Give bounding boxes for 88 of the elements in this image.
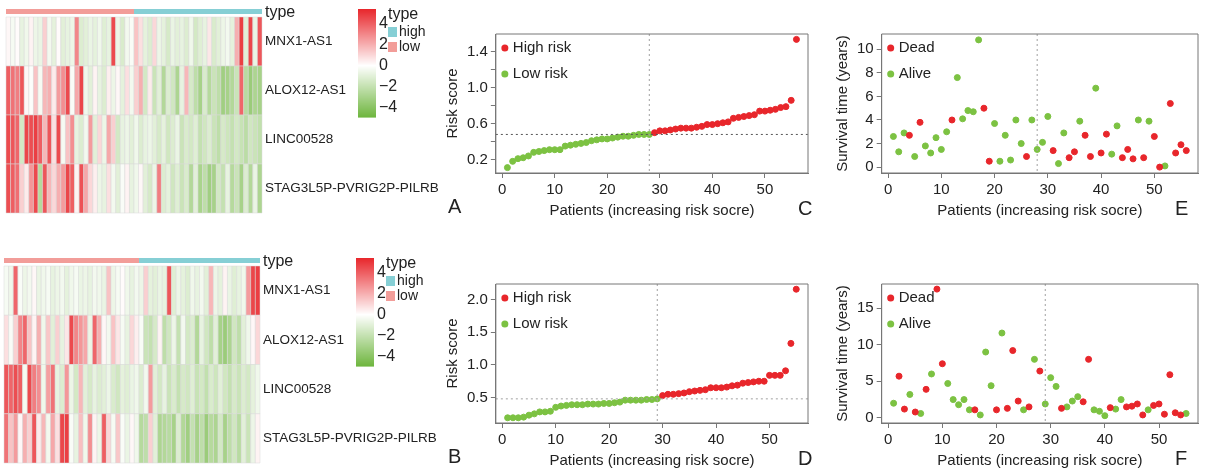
- x-tick-label: 30: [651, 180, 669, 198]
- y-tick-label: 2.0: [466, 289, 488, 307]
- legend-label: Dead: [898, 38, 935, 56]
- y-tick-label: 0.6: [466, 113, 488, 131]
- color-bar-label: −2: [377, 326, 396, 343]
- y-tick-label: 1.5: [466, 322, 488, 340]
- y-tick-label: MNX1-AS1: [265, 33, 333, 49]
- color-bar-label: 4: [377, 263, 386, 281]
- y-tick-label: 4: [865, 110, 874, 128]
- x-tick-label: 50: [756, 180, 774, 198]
- y-tick-label: ALOX12-AS1: [265, 82, 347, 98]
- y-tick-label: 10: [857, 39, 874, 57]
- color-bar-label: 4: [379, 14, 388, 32]
- legend-label: High risk: [512, 38, 572, 56]
- x-tick-label: 30: [1039, 180, 1057, 198]
- legend-label: Alive: [898, 64, 932, 82]
- y-tick-label: 10: [857, 334, 874, 352]
- y-tick-label: 1.4: [466, 42, 488, 60]
- x-tick-label: 20: [986, 180, 1003, 198]
- legend-label: Low risk: [512, 64, 569, 82]
- x-tick-label: 40: [1096, 430, 1114, 448]
- x-axis-title: Patients (increasing risk socre): [937, 451, 1143, 469]
- x-tick-label: 30: [654, 430, 671, 448]
- y-tick-label: 5: [865, 371, 874, 389]
- y-tick-label: 0: [865, 408, 874, 426]
- text: B: [448, 445, 462, 467]
- x-axis-title: Patients (increasing risk socre): [549, 451, 755, 469]
- x-tick-label: 10: [547, 430, 565, 448]
- legend-label: Alive: [898, 314, 932, 332]
- y-tick-label: 1.0: [466, 77, 488, 95]
- legend-label: High risk: [512, 288, 572, 306]
- y-axis-title: Survival time (years): [833, 285, 851, 422]
- color-bar-label: 2: [379, 35, 388, 53]
- y-tick-label: 2: [865, 133, 874, 151]
- y-axis-title: Risk score: [443, 68, 461, 139]
- text: E: [1175, 197, 1189, 219]
- y-tick-label: 8: [865, 63, 874, 81]
- y-tick-label: 0: [865, 157, 874, 175]
- y-tick-label: 0.5: [466, 387, 488, 405]
- y-tick-label: 1.0: [466, 355, 488, 373]
- x-axis-title: Patients (increasing risk socre): [937, 201, 1143, 219]
- text: A: [448, 195, 462, 217]
- y-tick-label: MNX1-AS1: [263, 282, 331, 298]
- legend-label: high: [397, 271, 424, 288]
- x-tick-label: 40: [707, 430, 725, 448]
- y-tick-label: STAG3L5P-PVRIG2P-PILRB: [263, 430, 437, 446]
- x-tick-label: 50: [1145, 180, 1163, 198]
- y-axis-title: Survival time (years): [833, 35, 851, 172]
- y-tick-label: STAG3L5P-PVRIG2P-PILRB: [265, 180, 439, 196]
- x-tick-label: 20: [600, 430, 618, 448]
- color-bar-label: −4: [379, 97, 398, 115]
- x-tick-label: 0: [497, 180, 507, 198]
- x-tick-label: 20: [598, 180, 616, 198]
- legend-label: Dead: [898, 288, 935, 306]
- x-tick-label: 40: [1092, 180, 1110, 198]
- x-tick-label: 30: [1042, 430, 1060, 448]
- x-tick-label: 50: [761, 430, 778, 448]
- x-tick-label: 0: [498, 430, 507, 448]
- y-tick-label: LINC00528: [263, 380, 332, 396]
- x-tick-label: 0: [883, 180, 893, 198]
- text: C: [798, 197, 813, 219]
- y-tick-label: 15: [857, 298, 874, 316]
- x-tick-label: 10: [934, 430, 951, 448]
- y-tick-label: LINC00528: [265, 131, 334, 147]
- text: type: [386, 254, 417, 272]
- x-axis-title: Patients (increasing risk socre): [549, 201, 755, 219]
- y-tick-label: ALOX12-AS1: [263, 331, 345, 347]
- x-tick-label: 50: [1150, 430, 1168, 448]
- text: type: [388, 5, 419, 23]
- color-bar-label: −4: [377, 346, 396, 364]
- x-tick-label: 10: [932, 180, 950, 198]
- y-tick-label: 6: [865, 86, 874, 104]
- x-tick-label: 0: [884, 430, 893, 448]
- color-bar-label: 0: [379, 56, 388, 74]
- x-tick-label: 10: [546, 180, 564, 198]
- legend-title: type: [265, 3, 296, 21]
- legend-label: Low risk: [512, 314, 569, 332]
- text: D: [798, 447, 813, 469]
- color-bar-label: −2: [379, 77, 398, 94]
- y-axis-title: Risk score: [443, 318, 461, 389]
- color-bar-label: 0: [377, 305, 386, 323]
- y-tick-label: 0.2: [466, 149, 488, 167]
- color-bar-label: 2: [377, 284, 386, 302]
- x-tick-label: 40: [704, 180, 721, 198]
- legend-label: high: [399, 22, 426, 39]
- text: F: [1175, 447, 1188, 469]
- x-tick-label: 20: [988, 430, 1005, 448]
- legend-title: type: [263, 252, 294, 270]
